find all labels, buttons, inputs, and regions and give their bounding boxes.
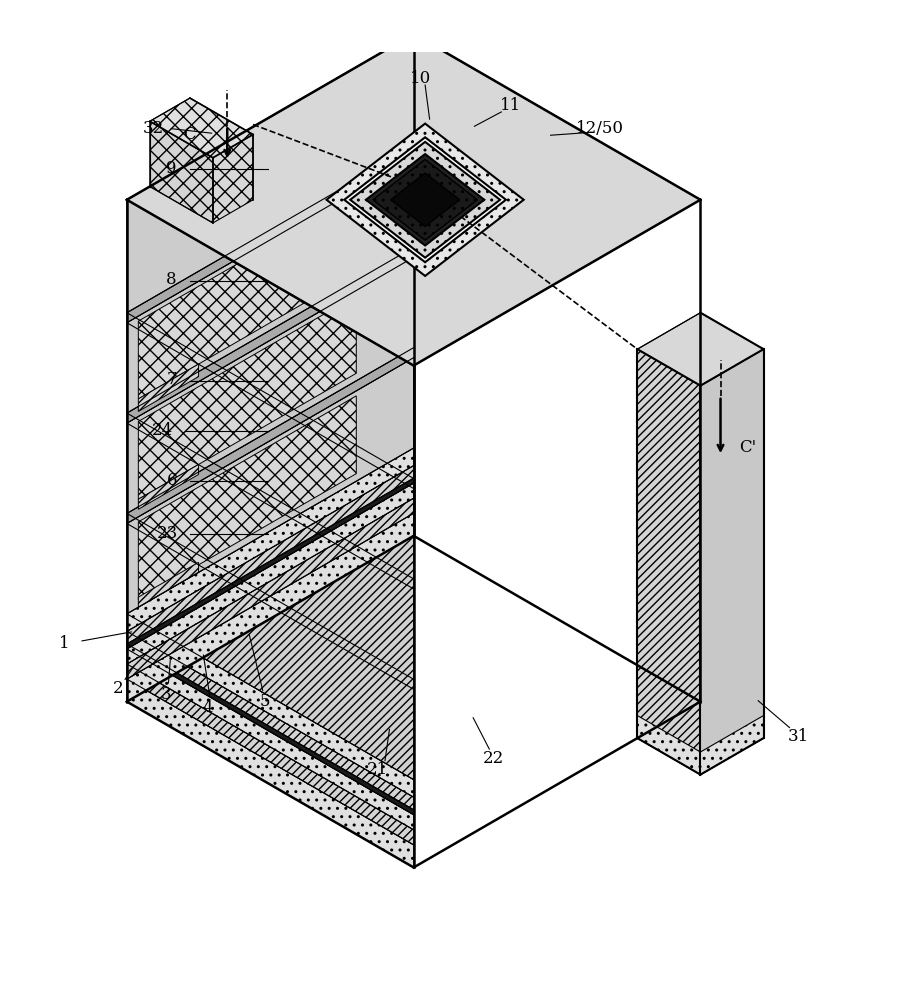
Polygon shape (138, 562, 199, 607)
Polygon shape (637, 349, 700, 775)
Polygon shape (150, 98, 253, 158)
Polygon shape (344, 137, 506, 262)
Polygon shape (127, 348, 414, 523)
Polygon shape (127, 513, 414, 702)
Polygon shape (127, 247, 414, 423)
Text: 32: 32 (143, 120, 164, 137)
Text: 22: 22 (483, 750, 504, 767)
Polygon shape (127, 614, 414, 797)
Polygon shape (150, 121, 213, 223)
Polygon shape (700, 716, 763, 775)
Text: 7: 7 (166, 371, 177, 388)
Polygon shape (138, 364, 199, 411)
Polygon shape (127, 498, 414, 679)
Polygon shape (127, 34, 700, 366)
Polygon shape (637, 313, 763, 386)
Text: C: C (183, 126, 196, 143)
Text: 6: 6 (166, 472, 177, 489)
Polygon shape (127, 34, 414, 313)
Polygon shape (700, 349, 763, 775)
Text: 8: 8 (166, 271, 177, 288)
Polygon shape (127, 466, 414, 644)
Polygon shape (138, 195, 356, 399)
Text: 12/50: 12/50 (576, 120, 624, 137)
Text: 24: 24 (152, 422, 174, 439)
Polygon shape (326, 124, 524, 276)
Polygon shape (127, 147, 414, 323)
Polygon shape (127, 483, 414, 664)
Text: 5: 5 (259, 693, 270, 710)
Polygon shape (138, 295, 356, 499)
Polygon shape (127, 358, 414, 614)
Text: 1: 1 (58, 635, 69, 652)
Polygon shape (127, 664, 414, 845)
Text: 4: 4 (202, 699, 213, 716)
Polygon shape (127, 679, 414, 867)
Text: 21: 21 (367, 761, 388, 778)
Polygon shape (127, 200, 414, 780)
Text: 31: 31 (788, 728, 809, 745)
Text: 9: 9 (166, 160, 177, 177)
Polygon shape (213, 135, 253, 223)
Polygon shape (127, 644, 414, 815)
Polygon shape (138, 464, 199, 509)
Polygon shape (127, 157, 414, 413)
Polygon shape (637, 716, 700, 775)
Polygon shape (127, 257, 414, 513)
Polygon shape (138, 396, 356, 600)
Polygon shape (373, 159, 477, 240)
Text: 3: 3 (160, 686, 171, 703)
Polygon shape (366, 154, 485, 245)
Polygon shape (127, 631, 414, 810)
Polygon shape (351, 142, 500, 258)
Text: 2: 2 (112, 680, 123, 697)
Polygon shape (127, 448, 414, 631)
Text: 10: 10 (410, 70, 432, 87)
Polygon shape (391, 173, 459, 226)
Text: 11: 11 (500, 97, 521, 114)
Polygon shape (127, 478, 414, 649)
Polygon shape (127, 649, 414, 830)
Text: 23: 23 (156, 525, 178, 542)
Text: C': C' (739, 439, 756, 456)
